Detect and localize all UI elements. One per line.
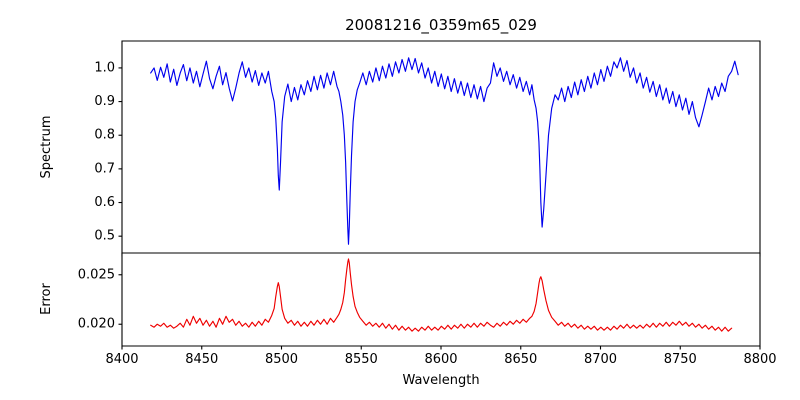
y-tick-label: 0.6 <box>94 195 115 210</box>
spectrum-panel: 0.5 0.6 0.7 0.8 0.9 1.0 Spectrum <box>39 40 761 257</box>
y-tick-label: 0.8 <box>94 128 115 143</box>
x-tick-label: 8600 <box>424 352 457 367</box>
spectrum-y-axis-label: Spectrum <box>39 116 54 179</box>
error-data-line <box>150 258 733 332</box>
x-tick-label: 8800 <box>743 352 776 367</box>
x-tick-label: 8400 <box>105 352 138 367</box>
y-tick-label: 0.5 <box>94 229 115 244</box>
figure-title: 20081216_0359m65_029 <box>345 16 537 35</box>
y-tick-label: 0.9 <box>94 94 115 109</box>
y-tick-label: 0.025 <box>78 267 115 282</box>
spectrum-y-ticks: 0.5 0.6 0.7 0.8 0.9 1.0 <box>94 60 122 244</box>
error-plot-area <box>122 253 760 346</box>
x-axis-label: Wavelength <box>402 373 479 388</box>
y-tick-label: 1.0 <box>94 60 115 75</box>
x-tick-label: 8700 <box>584 352 617 367</box>
error-y-ticks: 0.020 0.025 <box>78 267 122 332</box>
y-tick-label: 0.7 <box>94 161 115 176</box>
x-tick-label: 8650 <box>504 352 537 367</box>
error-y-axis-label: Error <box>39 283 54 315</box>
x-tick-label: 8450 <box>185 352 218 367</box>
error-x-ticks: 8400 8450 8500 8550 8600 8650 8700 8750 8800 <box>105 346 777 367</box>
x-tick-label: 8750 <box>664 352 697 367</box>
spectrum-data-line <box>150 57 739 245</box>
x-tick-label: 8550 <box>345 352 378 367</box>
y-tick-label: 0.020 <box>78 317 115 332</box>
x-tick-label: 8500 <box>265 352 298 367</box>
